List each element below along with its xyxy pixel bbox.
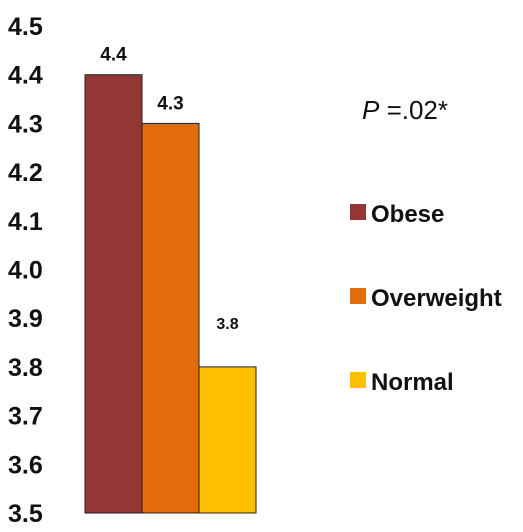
y-tick-label: 4.4 [8, 62, 43, 90]
bar-normal [198, 366, 257, 514]
y-tick-label: 4.0 [8, 257, 43, 285]
y-tick-label: 4.5 [8, 13, 43, 41]
y-tick-label: 3.6 [8, 451, 43, 479]
y-tick-label: 3.8 [8, 354, 43, 382]
y-axis: 3.5 3.6 3.7 3.8 3.9 4.0 4.1 4.2 4.3 4.4 4.5 [8, 13, 43, 528]
legend-label-normal: Normal [371, 369, 454, 396]
data-label-normal: 3.8 [216, 316, 238, 333]
y-tick-label: 4.3 [8, 110, 43, 138]
bars [84, 74, 257, 514]
y-tick-label: 3.9 [8, 305, 43, 333]
data-label-overweight: 4.3 [157, 93, 183, 114]
legend-label-obese: Obese [371, 201, 444, 228]
legend-swatch-normal [350, 372, 366, 388]
data-labels: 4.4 4.3 3.8 [100, 45, 238, 333]
y-tick-label: 4.1 [8, 208, 43, 236]
y-tick-label: 3.5 [8, 500, 43, 528]
bar-obese [84, 74, 143, 514]
y-tick-label: 3.7 [8, 403, 43, 431]
p-value-annotation: P =.02* [362, 95, 448, 125]
legend-swatch-obese [350, 204, 366, 220]
legend: Obese Overweight Normal [350, 201, 502, 396]
p-value-symbol: P [362, 95, 380, 125]
data-label-obese: 4.4 [100, 45, 127, 66]
bar-overweight [141, 122, 200, 514]
p-value-text: =.02* [379, 95, 448, 125]
y-tick-label: 4.2 [8, 159, 43, 187]
legend-label-overweight: Overweight [371, 285, 502, 312]
legend-swatch-overweight [350, 288, 366, 304]
